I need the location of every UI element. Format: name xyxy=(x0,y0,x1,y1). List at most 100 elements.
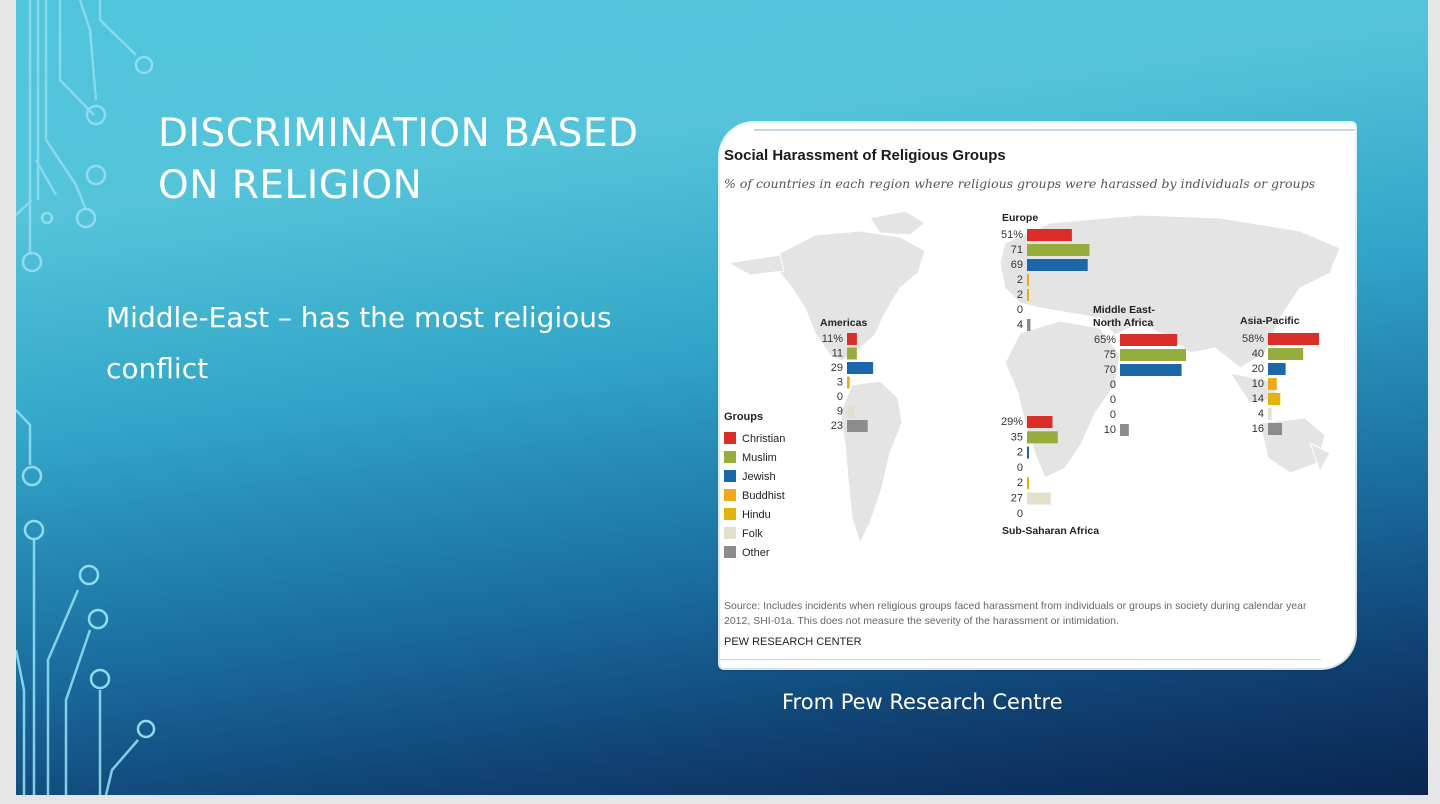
bar-christian xyxy=(1027,416,1053,428)
bar-buddhist xyxy=(847,376,850,389)
bar-value-label: 11 xyxy=(832,348,843,360)
bar-value-label: 10 xyxy=(1104,424,1116,436)
bar-value-label: 29 xyxy=(831,362,843,374)
bar-value-label: 20 xyxy=(1252,363,1264,375)
bar-value-label: 27 xyxy=(1011,493,1023,505)
legend-swatch-hindu xyxy=(724,508,736,520)
bar-value-label: 14 xyxy=(1252,393,1264,405)
bar-other xyxy=(1120,424,1129,436)
bar-value-label: 0 xyxy=(1110,379,1116,391)
bar-value-label: 71 xyxy=(1011,244,1023,256)
bar-value-label: 69 xyxy=(1011,259,1023,271)
bar-value-label: 75 xyxy=(1104,349,1116,361)
bar-christian xyxy=(1120,334,1178,346)
bar-value-label: 0 xyxy=(1017,462,1023,474)
bar-hindu xyxy=(1268,393,1281,405)
region-sub-saharan-africa: Sub-Saharan Africa 29% 35 2 0 2 27 0 xyxy=(1001,416,1099,537)
bar-value-label: 2 xyxy=(1017,289,1023,301)
harassment-chart: Social Harassment of Religious Groups % … xyxy=(724,147,1341,648)
bar-jewish xyxy=(847,362,874,374)
bar-value-label: 0 xyxy=(1017,304,1023,316)
region-label: Americas xyxy=(820,317,867,329)
bar-value-label: 51% xyxy=(1001,229,1023,241)
bar-value-label: 3 xyxy=(837,377,843,389)
chart-legend: Groups Christian Muslim Jewish Buddhist Hind… xyxy=(724,411,785,559)
chart-figure: Social Harassment of Religious Groups % … xyxy=(720,123,1355,668)
bar-folk xyxy=(1268,408,1272,420)
bar-value-label: 4 xyxy=(1017,319,1023,331)
legend-label-christian: Christian xyxy=(742,433,785,445)
bar-jewish xyxy=(1027,259,1088,271)
bar-muslim xyxy=(1268,348,1304,360)
bar-folk xyxy=(1027,492,1051,505)
bar-other xyxy=(1268,423,1283,435)
legend-label-hindu: Hindu xyxy=(742,509,771,521)
bar-value-label: 10 xyxy=(1252,378,1264,390)
legend-swatch-other xyxy=(724,546,736,558)
bar-other xyxy=(1027,319,1031,331)
bar-buddhist xyxy=(1268,378,1277,390)
bar-value-label: 2 xyxy=(1017,477,1023,489)
bar-value-label: 0 xyxy=(1110,409,1116,421)
source-line-1: Source: Includes incidents when religiou… xyxy=(724,600,1307,612)
legend-swatch-christian xyxy=(724,432,736,444)
circuit-decoration xyxy=(16,0,156,795)
bar-value-label: 11% xyxy=(822,333,843,345)
bar-folk xyxy=(847,405,856,418)
region-label: Middle East- xyxy=(1093,304,1155,316)
bar-hindu xyxy=(1027,477,1029,490)
region-label: Europe xyxy=(1002,212,1038,224)
bar-jewish xyxy=(1027,446,1029,459)
bar-muslim xyxy=(1027,244,1090,256)
slide-title: Discrimination based on religion xyxy=(158,111,639,208)
bar-christian xyxy=(847,333,857,345)
source-line-2: 2012, SHI-01a. This does not measure the… xyxy=(724,615,1119,627)
bar-value-label: 70 xyxy=(1104,364,1116,376)
region-asia-pacific: Asia-Pacific 58% 40 20 10 14 4 16 xyxy=(1240,315,1320,435)
bar-jewish xyxy=(1120,364,1182,376)
legend-swatch-jewish xyxy=(724,470,736,482)
chart-title: Social Harassment of Religious Groups xyxy=(724,147,1006,164)
bar-value-label: 2 xyxy=(1017,447,1023,459)
bar-value-label: 65% xyxy=(1094,334,1116,346)
region-label: Sub-Saharan Africa xyxy=(1002,525,1099,537)
bar-jewish xyxy=(1268,363,1286,375)
legend-swatch-muslim xyxy=(724,451,736,463)
bar-hindu xyxy=(1027,289,1029,301)
bar-christian xyxy=(1027,229,1072,241)
slide: Discrimination based on religion Middle-… xyxy=(16,0,1428,795)
region-middle-east-north-africa: Middle East-North Africa 65% 75 70 0 0 0 10 xyxy=(1093,304,1186,436)
figure-caption: From Pew Research Centre xyxy=(782,690,1063,714)
slide-body-text: Middle-East – has the most religious con… xyxy=(106,301,612,385)
figure-top-rule xyxy=(754,129,1355,131)
region-bars: Americas11%112930923Europe51%71692204Mid… xyxy=(820,212,1320,537)
legend-swatch-folk xyxy=(724,527,736,539)
bar-value-label: 0 xyxy=(1017,508,1023,520)
legend-swatch-buddhist xyxy=(724,489,736,501)
region-label: Asia-Pacific xyxy=(1240,315,1300,327)
bar-value-label: 35 xyxy=(1011,431,1023,443)
figure-bottom-rule xyxy=(720,659,1321,660)
region-label: North Africa xyxy=(1093,317,1153,329)
legend-label-muslim: Muslim xyxy=(742,452,777,464)
publisher-label: PEW RESEARCH CENTER xyxy=(724,636,862,648)
bar-value-label: 0 xyxy=(837,391,843,403)
bar-christian xyxy=(1268,333,1320,345)
bar-buddhist xyxy=(1027,274,1029,286)
bar-muslim xyxy=(1027,431,1058,444)
legend-label-jewish: Jewish xyxy=(742,471,776,483)
legend-title: Groups xyxy=(724,411,763,423)
legend-label-folk: Folk xyxy=(742,528,763,540)
bar-value-label: 4 xyxy=(1258,408,1264,420)
legend-label-other: Other xyxy=(742,547,770,559)
bar-value-label: 58% xyxy=(1242,333,1264,345)
bar-value-label: 9 xyxy=(837,406,843,418)
bar-muslim xyxy=(847,347,857,360)
bar-value-label: 29% xyxy=(1001,416,1023,428)
bar-muslim xyxy=(1120,349,1186,361)
region-americas: Americas 11% 11 29 3 0 9 23 xyxy=(820,317,874,432)
bar-other xyxy=(847,420,868,432)
bar-value-label: 16 xyxy=(1252,423,1264,435)
chart-subtitle: % of countries in each region where reli… xyxy=(724,176,1315,191)
bar-value-label: 0 xyxy=(1110,394,1116,406)
